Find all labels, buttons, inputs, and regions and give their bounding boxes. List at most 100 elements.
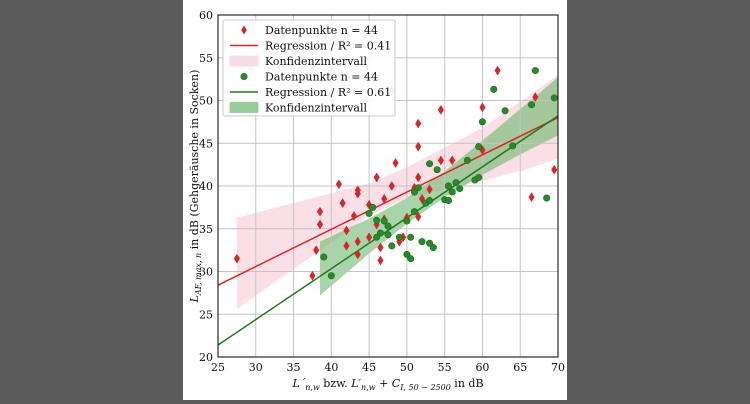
green-data-point — [475, 143, 483, 151]
y-tick-label: 40 — [199, 180, 213, 193]
green-data-point — [475, 173, 483, 181]
green-data-point — [410, 208, 418, 216]
red-data-point — [316, 206, 324, 217]
green-data-point — [380, 217, 388, 225]
green-data-point — [407, 255, 415, 263]
x-tick-label: 40 — [324, 361, 338, 374]
legend-label: Konfidenzintervall — [265, 55, 367, 68]
y-axis-label: LAF, max, n in dB (Gehgeräusche in Socke… — [188, 70, 203, 304]
legend-circle-marker — [240, 73, 248, 81]
green-data-point — [373, 216, 381, 224]
green-data-point — [365, 209, 373, 217]
red-data-point — [335, 179, 342, 190]
green-data-point — [376, 229, 384, 237]
y-tick-label: 50 — [199, 95, 213, 108]
green-data-point — [550, 94, 558, 102]
plot-frame — [217, 14, 559, 358]
legend-band-marker — [229, 102, 259, 113]
red-data-point — [392, 157, 399, 168]
red-data-point — [343, 240, 350, 251]
green-data-point — [369, 203, 377, 211]
y-tick-label: 25 — [199, 308, 213, 321]
red-data-point — [233, 253, 240, 264]
x-tick-label: 35 — [287, 361, 301, 374]
y-tick-label: 30 — [199, 266, 213, 279]
green-data-point — [429, 244, 437, 252]
x-tick-label: 65 — [513, 361, 527, 374]
red-data-point — [494, 65, 501, 76]
legend-label: Regression / R² = 0.41 — [265, 40, 391, 53]
green-data-point — [426, 160, 434, 168]
regression-chart: 25 30 35 40 45 50 55 60 65 70 202530354045505560 … — [188, 9, 565, 392]
legend-item: Regression / R² = 0.41 — [230, 40, 391, 53]
x-tick-label: 50 — [400, 361, 414, 374]
green-data-point — [478, 118, 486, 126]
legend-diamond-marker — [241, 25, 247, 35]
y-tick-label: 55 — [199, 52, 213, 65]
green-data-point — [444, 197, 452, 205]
legend-item: Konfidenzintervall — [229, 55, 367, 68]
green-data-point — [320, 253, 328, 261]
y-tick-label: 20 — [199, 351, 213, 364]
x-axis-label: L´n,w bzw. L′n,w + CI, 50 − 2500 in dB — [291, 377, 483, 392]
legend-band-marker — [229, 55, 259, 67]
legend-label: Regression / R² = 0.61 — [265, 86, 391, 99]
data-points — [233, 65, 558, 281]
red-data-point — [373, 172, 380, 183]
green-data-point — [452, 179, 460, 187]
red-data-point — [426, 184, 433, 195]
legend-item: Konfidenzintervall — [229, 102, 367, 115]
red-data-point — [343, 225, 350, 236]
green-data-point — [388, 242, 396, 250]
legend-label: Datenpunkte n = 44 — [265, 71, 378, 84]
green-data-point — [543, 194, 551, 202]
legend: Datenpunkte n = 44 Regression / R² = 0.41… — [222, 19, 396, 117]
legend-item: Regression / R² = 0.61 — [230, 86, 391, 99]
green-data-point — [384, 222, 392, 230]
legend-label: Datenpunkte n = 44 — [265, 24, 378, 37]
red-data-point — [377, 242, 384, 253]
green-data-point — [456, 185, 464, 193]
green-data-point — [509, 142, 517, 150]
red-regression-line — [217, 116, 559, 286]
red-data-point — [354, 188, 361, 199]
x-tick-label: 60 — [475, 361, 489, 374]
legend-item: Datenpunkte n = 44 — [241, 24, 378, 37]
red-data-point — [415, 172, 422, 183]
red-data-point — [449, 155, 456, 166]
red-data-point — [532, 92, 539, 103]
red-data-point — [437, 104, 444, 115]
y-tick-labels: 20 25 30 35 40 45 50 55 60 — [199, 9, 213, 364]
x-tick-label: 25 — [211, 361, 225, 374]
green-data-point — [327, 272, 335, 280]
green-data-point — [501, 107, 509, 115]
red-data-point — [309, 270, 316, 281]
red-data-point — [388, 181, 395, 191]
red-data-point — [316, 219, 324, 230]
regression-lines — [217, 115, 559, 346]
red-data-point — [377, 255, 384, 266]
green-data-point — [490, 85, 498, 93]
green-data-point — [407, 233, 415, 241]
green-data-point — [384, 231, 392, 239]
legend-box — [222, 19, 396, 117]
red-data-point — [381, 193, 388, 204]
red-data-point — [479, 102, 486, 113]
red-data-point — [354, 249, 361, 260]
red-data-point — [350, 210, 358, 221]
x-tick-label: 70 — [551, 361, 565, 374]
green-data-point — [403, 217, 411, 225]
green-regression-line — [217, 115, 559, 346]
y-tick-label: 35 — [199, 223, 213, 236]
x-tick-label: 30 — [249, 361, 263, 374]
red-data-point — [415, 118, 422, 129]
red-data-point — [437, 155, 444, 166]
green-data-point — [528, 101, 536, 109]
green-data-point — [418, 238, 426, 246]
red-data-point — [354, 236, 361, 247]
x-tick-label: 45 — [362, 361, 376, 374]
red-data-point — [366, 232, 373, 243]
legend-label: Konfidenzintervall — [265, 102, 367, 115]
red-data-point — [528, 192, 535, 203]
figure-panel: 25 30 35 40 45 50 55 60 65 70 20 25 30 35 40 45 50 55 60 … — [183, 0, 567, 400]
